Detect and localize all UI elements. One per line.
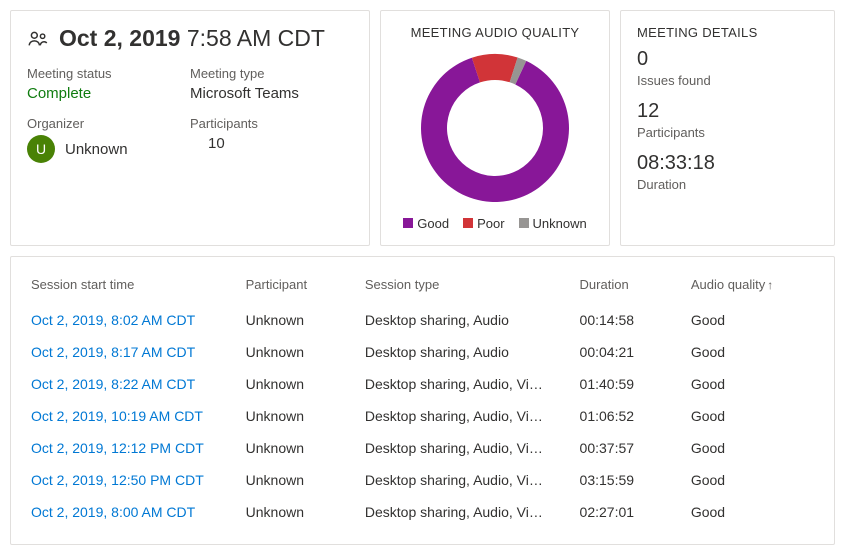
table-cell: Unknown bbox=[240, 432, 359, 464]
table-row: Oct 2, 2019, 10:19 AM CDTUnknownDesktop … bbox=[25, 400, 820, 432]
table-cell: Good bbox=[685, 304, 820, 336]
session-start-link[interactable]: Oct 2, 2019, 8:17 AM CDT bbox=[25, 336, 240, 368]
participants-value: 10 bbox=[190, 135, 353, 152]
meeting-time: 7:58 AM CDT bbox=[187, 25, 325, 51]
type-value: Microsoft Teams bbox=[190, 85, 353, 102]
legend-item: Unknown bbox=[519, 216, 587, 231]
status-label: Meeting status bbox=[27, 66, 190, 81]
table-row: Oct 2, 2019, 12:50 PM CDTUnknownDesktop … bbox=[25, 464, 820, 496]
organizer-label: Organizer bbox=[27, 116, 190, 131]
sessions-table-card: Session start timeParticipantSession typ… bbox=[10, 256, 835, 545]
legend-swatch bbox=[519, 218, 529, 228]
table-cell: 02:27:01 bbox=[574, 496, 685, 528]
people-icon bbox=[27, 28, 49, 50]
table-cell: Desktop sharing, Audio, Vi… bbox=[359, 496, 574, 528]
table-cell: Unknown bbox=[240, 336, 359, 368]
donut-slice bbox=[472, 54, 518, 82]
column-header[interactable]: Duration bbox=[574, 267, 685, 304]
status-value: Complete bbox=[27, 85, 190, 102]
table-cell: Unknown bbox=[240, 496, 359, 528]
sessions-table: Session start timeParticipantSession typ… bbox=[25, 267, 820, 528]
table-row: Oct 2, 2019, 8:02 AM CDTUnknownDesktop s… bbox=[25, 304, 820, 336]
chart-legend: Good Poor Unknown bbox=[403, 216, 586, 231]
table-cell: Desktop sharing, Audio, Vi… bbox=[359, 400, 574, 432]
meeting-summary-card: Oct 2, 2019 7:58 AM CDT Meeting status C… bbox=[10, 10, 370, 246]
table-cell: Unknown bbox=[240, 304, 359, 336]
details-participants-value: 12 bbox=[637, 100, 818, 123]
session-start-link[interactable]: Oct 2, 2019, 8:22 AM CDT bbox=[25, 368, 240, 400]
legend-label: Poor bbox=[477, 216, 504, 231]
duration-label: Duration bbox=[637, 177, 818, 192]
column-header[interactable]: Session type bbox=[359, 267, 574, 304]
table-cell: Good bbox=[685, 432, 820, 464]
type-label: Meeting type bbox=[190, 66, 353, 81]
column-header[interactable]: Audio quality↑ bbox=[685, 267, 820, 304]
meeting-datetime: Oct 2, 2019 7:58 AM CDT bbox=[59, 25, 325, 52]
legend-label: Unknown bbox=[533, 216, 587, 231]
table-cell: 00:37:57 bbox=[574, 432, 685, 464]
table-cell: 01:40:59 bbox=[574, 368, 685, 400]
table-cell: Unknown bbox=[240, 368, 359, 400]
details-title: MEETING DETAILS bbox=[637, 25, 818, 40]
table-row: Oct 2, 2019, 12:12 PM CDTUnknownDesktop … bbox=[25, 432, 820, 464]
meeting-date: Oct 2, 2019 bbox=[59, 25, 180, 51]
legend-label: Good bbox=[417, 216, 449, 231]
session-start-link[interactable]: Oct 2, 2019, 12:50 PM CDT bbox=[25, 464, 240, 496]
participants-label: Participants bbox=[190, 116, 353, 131]
organizer-name: Unknown bbox=[65, 141, 128, 158]
table-cell: 00:04:21 bbox=[574, 336, 685, 368]
table-row: Oct 2, 2019, 8:22 AM CDTUnknownDesktop s… bbox=[25, 368, 820, 400]
session-start-link[interactable]: Oct 2, 2019, 8:00 AM CDT bbox=[25, 496, 240, 528]
details-participants-label: Participants bbox=[637, 125, 818, 140]
issues-value: 0 bbox=[637, 48, 818, 71]
table-cell: Desktop sharing, Audio bbox=[359, 336, 574, 368]
table-row: Oct 2, 2019, 8:17 AM CDTUnknownDesktop s… bbox=[25, 336, 820, 368]
table-cell: 00:14:58 bbox=[574, 304, 685, 336]
duration-value: 08:33:18 bbox=[637, 152, 818, 175]
audio-quality-card: MEETING AUDIO QUALITY Good Poor Unknown bbox=[380, 10, 610, 246]
legend-item: Good bbox=[403, 216, 449, 231]
meeting-details-card: MEETING DETAILS 0 Issues found 12 Partic… bbox=[620, 10, 835, 246]
table-cell: Desktop sharing, Audio, Vi… bbox=[359, 432, 574, 464]
column-header[interactable]: Session start time bbox=[25, 267, 240, 304]
legend-swatch bbox=[403, 218, 413, 228]
table-cell: Unknown bbox=[240, 464, 359, 496]
table-cell: Good bbox=[685, 400, 820, 432]
organizer-avatar: U bbox=[27, 135, 55, 163]
table-cell: Good bbox=[685, 496, 820, 528]
legend-item: Poor bbox=[463, 216, 504, 231]
table-cell: 01:06:52 bbox=[574, 400, 685, 432]
column-header[interactable]: Participant bbox=[240, 267, 359, 304]
donut-chart bbox=[415, 48, 575, 208]
session-start-link[interactable]: Oct 2, 2019, 12:12 PM CDT bbox=[25, 432, 240, 464]
sort-arrow-icon: ↑ bbox=[767, 278, 773, 292]
chart-title: MEETING AUDIO QUALITY bbox=[411, 25, 580, 40]
table-cell: Desktop sharing, Audio, Vi… bbox=[359, 368, 574, 400]
table-row: Oct 2, 2019, 8:00 AM CDTUnknownDesktop s… bbox=[25, 496, 820, 528]
table-cell: Unknown bbox=[240, 400, 359, 432]
table-cell: Desktop sharing, Audio bbox=[359, 304, 574, 336]
table-cell: Good bbox=[685, 464, 820, 496]
session-start-link[interactable]: Oct 2, 2019, 8:02 AM CDT bbox=[25, 304, 240, 336]
table-cell: 03:15:59 bbox=[574, 464, 685, 496]
session-start-link[interactable]: Oct 2, 2019, 10:19 AM CDT bbox=[25, 400, 240, 432]
issues-label: Issues found bbox=[637, 73, 818, 88]
table-cell: Desktop sharing, Audio, Vi… bbox=[359, 464, 574, 496]
legend-swatch bbox=[463, 218, 473, 228]
table-cell: Good bbox=[685, 368, 820, 400]
table-cell: Good bbox=[685, 336, 820, 368]
